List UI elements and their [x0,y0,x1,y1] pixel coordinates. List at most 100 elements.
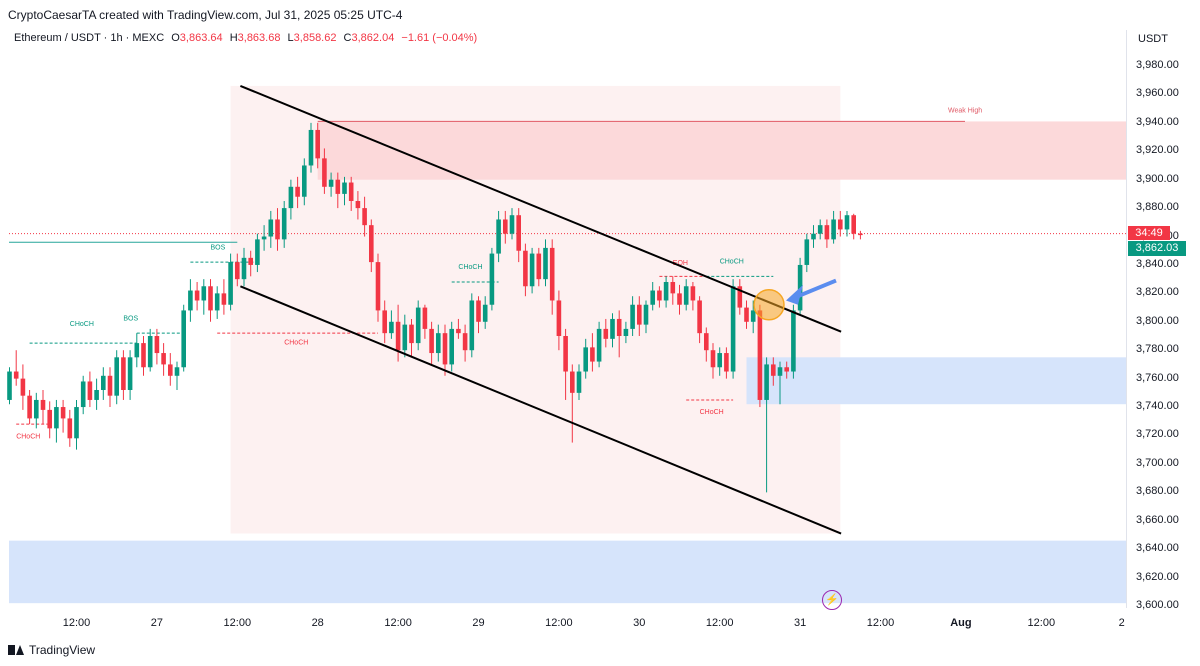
candle-body [355,201,361,209]
candle-body [20,378,26,396]
x-tick-label: 30 [633,617,646,629]
y-tick-label: 3,680.00 [1136,485,1179,498]
candle-body [275,219,280,240]
candle-body [308,129,314,166]
candle-body [7,371,12,400]
candle-body [744,307,749,322]
arrow-shaft [797,278,837,299]
candle-body [811,233,816,240]
candle-body [395,321,401,351]
candle-body [704,333,709,351]
weak-high-label: Weak High [948,107,982,114]
open-label: O [171,32,180,44]
candle-body [101,375,106,390]
candle-body [127,357,133,390]
candle-body [369,225,374,263]
tradingview-logo-icon [8,645,24,655]
candle-body [844,215,850,230]
candle-body [415,307,421,344]
change-value: −1.61 (−0.04%) [401,32,478,44]
high-value: 3,863.68 [237,32,281,44]
brand-label: TradingView [29,643,96,657]
bar-countdown: 34:49 [1128,226,1170,240]
y-tick-label: 3,740.00 [1136,400,1179,413]
y-tick-label: 3,880.00 [1136,201,1179,214]
symbol-label[interactable]: Ethereum / USDT · 1h · MEXC [14,32,165,44]
candle-body [750,310,756,322]
candle-body [436,333,441,354]
structure-label-5: CHoCH [458,264,482,271]
candle-body [677,293,682,305]
y-tick-label: 3,920.00 [1136,144,1179,157]
x-tick-label: 12:00 [62,617,91,629]
structure-label-7: CHoCH [720,259,744,266]
candle-body [543,247,548,280]
x-tick-label: 12:00 [1027,617,1056,629]
channel-lower-line [240,285,842,535]
candle-body [824,225,830,240]
candle-body [851,215,856,234]
structure-label-1: CHoCH [70,321,94,328]
y-tick-label: 3,820.00 [1136,286,1179,299]
candle-body [831,219,836,240]
breakout-highlight [753,288,785,321]
candle-body [549,247,555,301]
structure-label-4: CHoCH [284,340,308,347]
candle-body [288,186,294,209]
ohlc-legend: Ethereum / USDT · 1h · MEXC O3,863.64 H3… [14,32,477,44]
candle-body [616,318,622,336]
candle-body [389,321,394,334]
x-tick-label: 28 [311,617,324,629]
y-tick-label: 3,700.00 [1136,456,1179,469]
candle-body [784,367,789,372]
candle-body [27,395,32,419]
price-axis[interactable] [1126,30,1200,608]
y-tick-label: 3,620.00 [1136,570,1179,583]
candle-body [161,353,166,365]
candle-body [590,347,595,362]
candle-body [643,304,649,325]
candle-body [516,215,521,251]
candle-body [34,399,39,419]
candle-body [683,286,689,305]
candle-body [94,390,99,400]
zone-supply-0 [317,121,1126,180]
candle-body [322,158,327,187]
candle-body [54,407,59,429]
x-tick-label: 12:00 [223,617,252,629]
candle-body [295,186,300,197]
x-tick-label: 12:00 [384,617,412,629]
structure-label-8: CHoCH [700,409,724,416]
structure-label-3: BOS [211,244,226,251]
x-tick-label: 12:00 [545,617,573,629]
currency-unit[interactable]: USDT [1138,33,1168,45]
y-tick-label: 3,940.00 [1136,115,1179,128]
candle-body [503,219,508,234]
footer-brand[interactable]: TradingView [8,643,95,657]
candle-body [482,304,488,322]
candle-body [375,262,381,311]
candle-body [201,286,207,301]
candle-body [570,371,575,393]
high-label: H [229,32,238,44]
y-tick-label: 3,780.00 [1136,343,1179,356]
lightning-icon[interactable]: ⚡ [822,590,842,610]
candle-body [764,364,769,400]
candle-body [496,219,501,254]
candle-body [536,253,542,280]
candle-body [630,304,635,329]
candle-body [576,371,582,393]
candle-body [13,371,19,379]
candle-body [261,236,267,240]
candle-body [328,179,334,187]
candle-body [235,262,240,280]
y-tick-label: 3,840.00 [1136,257,1179,270]
candle-body [114,357,119,396]
candle-body [194,290,200,301]
candle-body [248,257,253,265]
candle-body [710,350,716,368]
y-tick-label: 3,660.00 [1136,513,1179,526]
y-tick-label: 3,800.00 [1136,314,1179,327]
candle-body [221,293,227,305]
